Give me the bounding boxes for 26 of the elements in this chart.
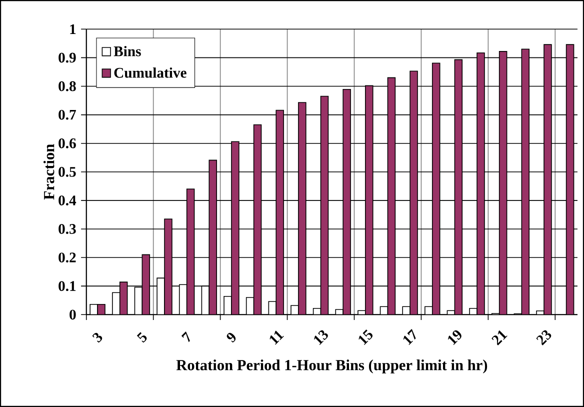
y-tick-label: 0.9 (58, 52, 76, 63)
x-tick-label: 13 (314, 330, 328, 345)
x-tick-label: 11 (270, 330, 284, 345)
y-tick-label: 0.1 (58, 281, 76, 292)
y-tick-label: 0.3 (58, 224, 76, 234)
y-tick-label: 0.6 (58, 138, 76, 148)
x-axis-title: Rotation Period 1-Hour Bins (upper limit in hr) (176, 360, 488, 374)
y-axis-title: Fraction (43, 144, 54, 200)
x-tick-label: 19 (448, 330, 462, 345)
y-tick-label: 0 (70, 310, 76, 320)
y-tick-label: 0.4 (58, 195, 76, 206)
y-tick-label: 0.8 (58, 81, 76, 92)
x-tick-label: 17 (403, 328, 416, 346)
x-tick-label: 3 (92, 332, 102, 343)
x-tick-label: 9 (226, 332, 236, 343)
legend-label: Bins (114, 46, 141, 56)
y-tick-label: 1 (70, 24, 76, 34)
x-tick-label: 7 (181, 332, 190, 342)
x-tick-label: 23 (536, 330, 552, 346)
x-tick-label: 15 (358, 330, 373, 345)
x-tick-label: 5 (136, 332, 147, 343)
x-tick-label: 21 (492, 330, 508, 346)
legend-label: Cumulative (114, 67, 186, 78)
y-tick-label: 0.7 (58, 110, 76, 120)
y-tick-label: 0.5 (58, 166, 76, 177)
y-tick-label: 0.2 (58, 252, 76, 262)
